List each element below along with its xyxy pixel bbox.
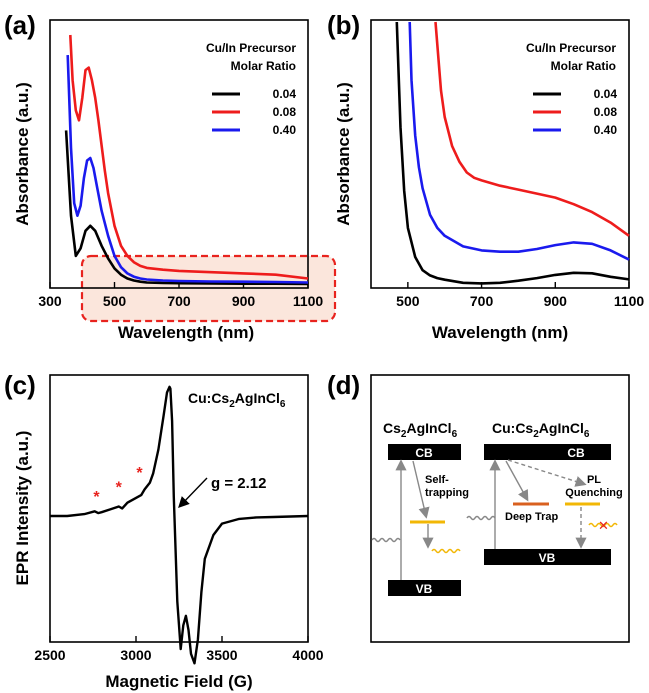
right-cb-label: CB [567,446,585,460]
pl-quenching-line2: Quenching [565,487,622,499]
x-tick-label: 4000 [292,647,323,663]
series-line-0.04 [395,21,630,285]
plot-frame-b [370,19,630,289]
panel-a: (a) 300 500 700 900 1100 Absorbance (a.u.) W… [4,10,337,342]
y-axis-label-c: EPR Intensity (a.u.) [13,431,32,586]
legend-label-0.08: 0.08 [594,105,618,119]
legend-a: 0.04 0.08 0.40 [212,87,296,137]
star-marker: * [116,480,123,497]
left-emission-wave-icon [431,548,461,554]
x-tick-label: 1100 [614,293,645,309]
left-vb-band [388,580,461,596]
x-tick-label: 900 [232,293,256,309]
left-material-title: Cs2AgInCl6 [383,420,458,440]
panel-label-b: (b) [327,10,360,40]
right-material-title: Cu:Cs2AgInCl6 [492,420,590,440]
self-trapping-line2: trapping [425,487,469,499]
x-tick-label: 900 [544,293,568,309]
series-line-0.40 [66,55,309,284]
legend-label-0.40: 0.40 [594,123,618,137]
right-excitation-wave-icon [466,515,496,521]
panel-label-a: (a) [4,10,36,40]
panel-label-c: (c) [4,370,36,400]
y-axis-label-a: Absorbance (a.u.) [13,82,32,226]
x-tick-label: 300 [38,293,62,309]
series-group-c [50,385,309,665]
series-line-0.04 [64,130,309,286]
right-emission-wave-icon [588,522,618,528]
legend-label-0.04: 0.04 [273,87,297,101]
legend-title-line2-b: Molar Ratio [551,59,616,73]
pl-quenching-arrow [507,459,587,487]
x-ticks-b: 500 700 900 1100 [396,282,644,309]
deep-trap-label: Deep Trap [505,511,558,523]
x-tick-label: 1100 [293,293,324,309]
sample-label: Cu:Cs2AgInCl6 [188,390,286,410]
legend-b: 0.04 0.08 0.40 [533,87,617,137]
series-group-a [64,34,309,286]
series-line-0.08 [69,34,309,280]
panel-d: (d) Cs2AgInCl6 CB VB Self- trapping Cu:C… [327,370,630,643]
x-axis-label-a: Wavelength (nm) [118,323,254,342]
series-line-0.08 [434,21,630,237]
x-tick-label: 700 [470,293,494,309]
star-marker: * [136,465,143,482]
plot-frame-c [49,374,309,643]
legend-label-0.08: 0.08 [273,105,297,119]
epr-spectrum-line [50,385,309,665]
panel-label-d: (d) [327,370,360,400]
y-axis-label-b: Absorbance (a.u.) [334,82,353,226]
legend-title-line2-a: Molar Ratio [231,59,296,73]
self-trapping-arrow [412,460,430,519]
x-axis-label-b: Wavelength (nm) [432,323,568,342]
star-markers: * * * [93,465,143,506]
legend-title-line1-b: Cu/In Precursor [526,41,616,55]
deep-trap-arrow [505,460,529,502]
legend-label-0.40: 0.40 [273,123,297,137]
pl-quenching-line1: PL [587,474,601,486]
x-ticks-a: 300 500 700 900 1100 [38,282,323,309]
left-excitation-wave-icon [371,537,401,543]
x-tick-label: 700 [167,293,191,309]
x-axis-label-c: Magnetic Field (G) [105,672,252,691]
left-vb-label: VB [416,582,433,596]
x-tick-label: 500 [103,293,127,309]
left-cb-band [388,444,461,460]
diagram-frame [370,374,630,643]
series-line-0.40 [408,21,630,261]
quench-cross-icon: ✕ [598,519,609,534]
panel-c: (c) 2500 3000 3500 4000 * * * Cu:Cs2AgInCl6 g… [4,370,324,691]
x-tick-label: 500 [396,293,420,309]
x-tick-label: 3500 [206,647,237,663]
right-vb-band [484,549,611,565]
self-trapping-line1: Self- [425,474,449,486]
left-cb-label: CB [415,446,433,460]
right-cb-band [484,444,611,460]
x-ticks-c: 2500 3000 3500 4000 [34,636,324,663]
panel-b: (b) 500 700 900 1100 Absorbance (a.u.) Wave… [327,10,644,342]
x-tick-label: 2500 [34,647,65,663]
right-vb-label: VB [539,551,556,565]
g-value-annotation: g = 2.12 [211,475,266,492]
legend-title-line1-a: Cu/In Precursor [206,41,296,55]
legend-label-0.04: 0.04 [594,87,618,101]
x-tick-label: 3000 [120,647,151,663]
star-marker: * [93,489,100,506]
g-value-arrow [178,477,208,509]
series-group-b [395,21,630,285]
